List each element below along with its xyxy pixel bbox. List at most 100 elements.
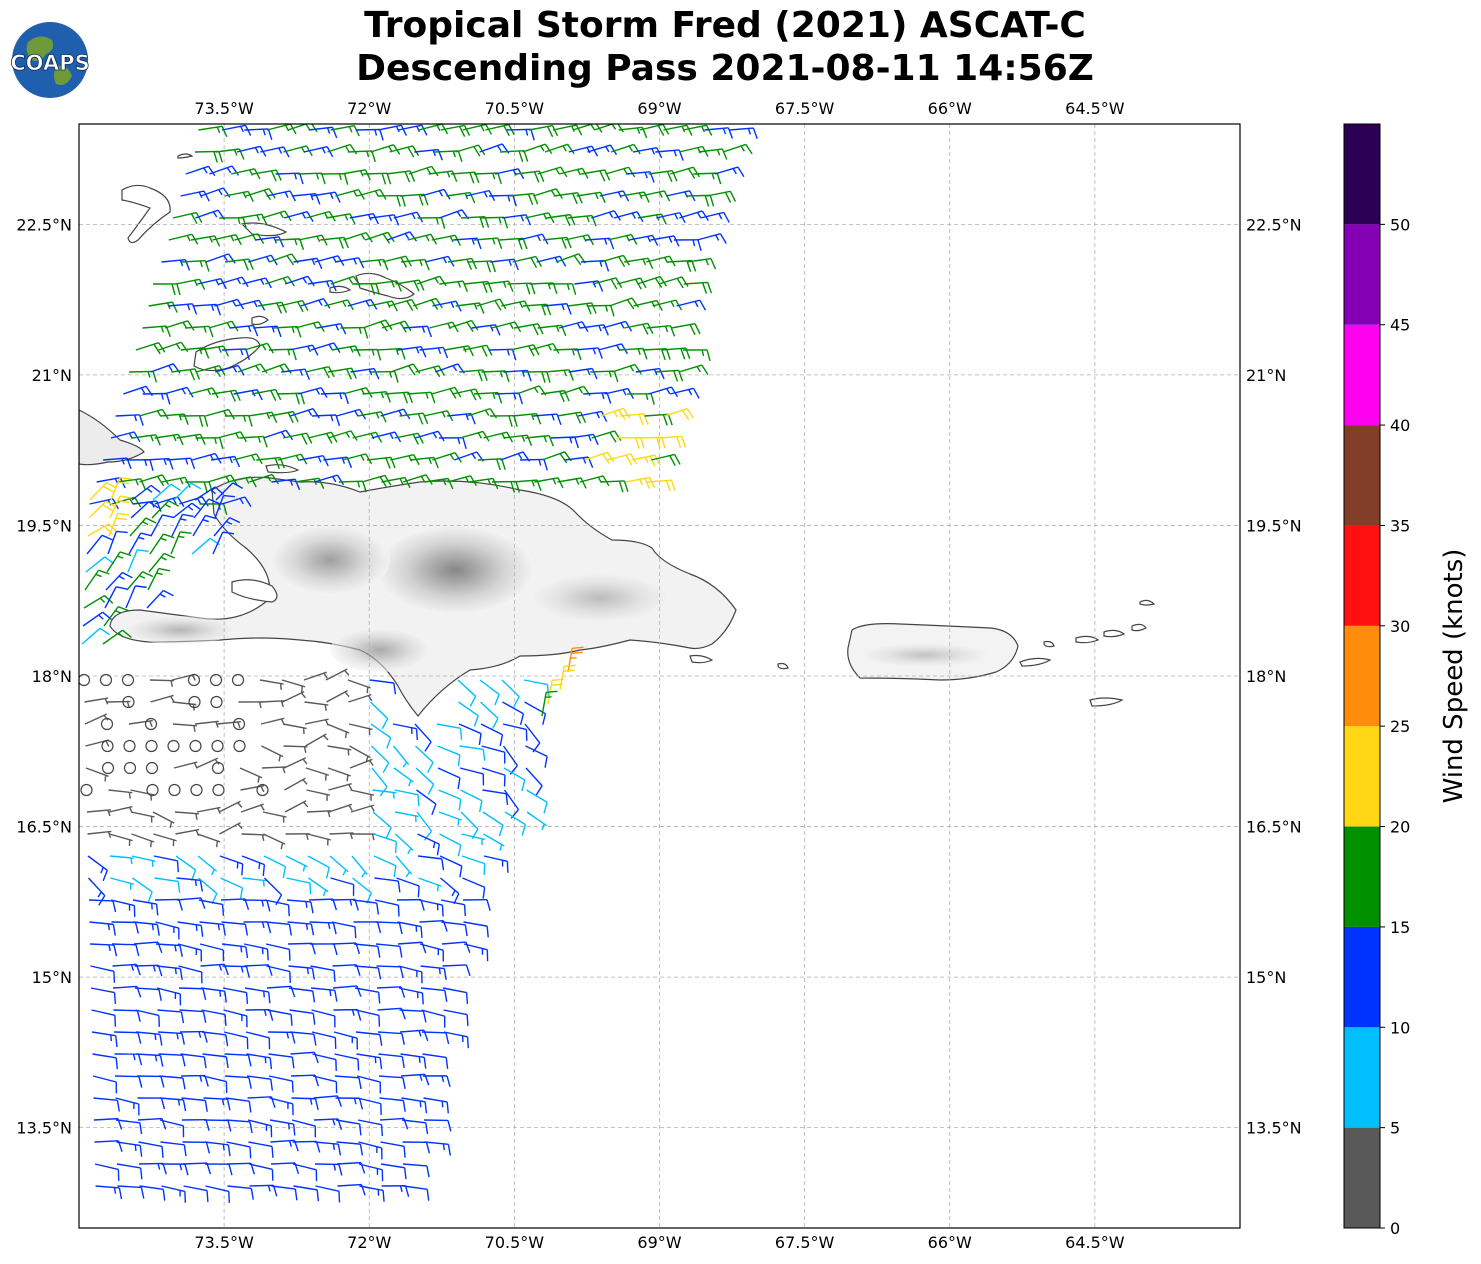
lon-tick-label-top: 64.5°W [1065,99,1125,118]
barb-full [674,454,681,465]
barb-full [425,474,433,485]
colorbar-tick-label: 25 [1390,717,1410,736]
barb-full [667,414,673,426]
barb-shaft [484,280,509,285]
wind-barb [202,1053,229,1069]
wind-barb [182,1162,212,1175]
barb-shaft [252,169,277,175]
barb-shaft [327,430,352,439]
barb-full [530,257,538,269]
barb-full [418,194,424,206]
barb-full [438,365,446,376]
barb-half [174,967,177,975]
barb-shaft [460,789,483,802]
barb-shaft [347,150,372,153]
barb-shaft [424,255,449,263]
wind-barb [357,411,387,423]
barb-shaft [386,170,411,175]
wind-barb [259,679,284,690]
barb-shaft [332,985,357,989]
wind-barb [494,392,524,405]
barb-shaft [126,571,144,591]
barb-half [473,303,478,310]
barb-half [217,923,220,931]
wind-barb [624,322,654,335]
barb-full [183,1144,187,1157]
barb-full [321,173,326,185]
barb-shaft [130,789,155,796]
wind-barb [276,392,306,405]
wind-barb [87,855,108,882]
barb-full [358,1123,362,1136]
wind-barb [463,921,489,938]
wind-barb [460,789,483,813]
barb-full [334,191,341,203]
barb-full [615,277,623,289]
wind-barb [469,477,499,490]
barb-full [445,1057,449,1069]
barb-half [601,392,605,400]
barb-shaft [249,473,273,483]
barb-shaft [600,480,625,483]
wind-barb [221,921,249,936]
wind-barb [600,254,630,267]
barb-shaft [580,259,605,263]
wind-barb [320,392,349,405]
wind-barb [260,717,285,725]
wind-barb [178,987,207,1001]
barb-half [416,125,421,133]
wind-barb [342,387,373,398]
wind-barb [434,150,463,162]
barb-full [135,944,140,957]
wind-barb [305,767,330,781]
wind-barb [393,211,424,223]
barb-half [344,214,349,221]
barb-full [270,170,277,182]
barb-half [425,235,430,242]
barb-shaft [670,166,694,175]
barb-shaft [175,855,196,871]
barb-shaft [226,1141,251,1148]
barb-full [622,190,630,202]
colorbar-bin [1344,1127,1380,1228]
wind-barb [480,701,499,729]
barb-shaft [432,300,457,307]
barb-shaft [313,1118,339,1121]
wind-barb [289,1031,317,1046]
lat-tick-label-right: 22.5°N [1246,215,1302,234]
barb-shaft [279,299,303,307]
wind-barb [261,210,292,222]
wind-barb [312,1053,337,1071]
barb-half [181,388,187,395]
barb-full [335,414,341,427]
wind-barb [420,965,447,980]
wind-barb [282,691,306,703]
barb-full [426,1165,430,1178]
barb-shaft [410,456,435,461]
barb-full [614,430,622,441]
wind-barb [116,1141,143,1157]
wind-barb [480,216,509,229]
barb-half [202,519,209,523]
barb-full [358,257,365,269]
barb-full [195,212,203,223]
barb-half [442,478,447,486]
barb-half [147,371,151,378]
barb-full [245,966,250,978]
barb-shaft [502,723,527,731]
barb-shaft [483,833,505,847]
barb-half [305,901,308,908]
barb-full [729,191,737,202]
wind-barb [292,1140,321,1153]
barb-full [159,1034,163,1046]
wind-barb [134,964,163,977]
barb-full [102,485,114,493]
barb-half [541,823,545,831]
barb-full [139,1167,143,1180]
wind-barb [457,679,477,707]
barb-full [492,478,499,490]
barb-shaft [525,767,543,787]
barb-shaft [403,325,428,329]
wind-barb [145,761,159,775]
barb-full [602,475,610,487]
